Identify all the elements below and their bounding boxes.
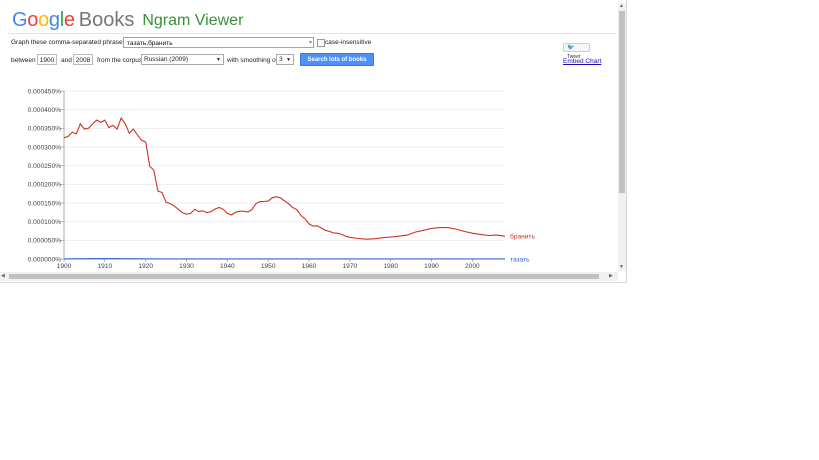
y-tick-label: 0.000450% [28, 88, 62, 95]
corpus-select[interactable]: Russian (2009) ▼ [141, 54, 224, 65]
smoothing-value: 3 [279, 56, 283, 63]
x-tick-label: 2000 [465, 263, 480, 270]
series-label-тазать[interactable]: тазать [510, 256, 530, 263]
scroll-right-icon[interactable]: ▶ [609, 273, 613, 279]
books-logo-text: Books [78, 9, 135, 31]
y-tick-label: 0.000200% [28, 182, 62, 189]
tweet-label: Tweet [567, 54, 581, 60]
logo-letter: e [63, 9, 75, 31]
start-year-input[interactable]: 1900 [37, 54, 57, 65]
series-line-бранить[interactable] [63, 116, 506, 240]
y-tick-label: 0.000050% [28, 238, 62, 245]
logo-letter: o [27, 9, 39, 31]
case-insensitive-label: case-insensitive [325, 39, 372, 46]
chevron-down-icon: ▼ [286, 57, 291, 63]
logo-letter: g [48, 9, 60, 31]
y-tick-label: 0.000300% [28, 144, 62, 151]
smoothing-select[interactable]: 3 ▼ [276, 54, 294, 65]
phrases-input[interactable]: тазать,бранить ▾ [123, 37, 314, 48]
logo-letter: G [12, 9, 28, 31]
x-tick-label: 1920 [138, 263, 153, 270]
tweet-button[interactable]: 🐦 Tweet [563, 43, 590, 60]
horizontal-scroll-thumb[interactable] [9, 274, 599, 279]
x-tick-label: 1940 [220, 263, 235, 270]
browser-viewport: Google Books Ngram Viewer Graph these comm… [0, 0, 627, 283]
y-tick-label: 0.000400% [28, 107, 62, 114]
x-tick-label: 1970 [342, 263, 357, 270]
phrases-value: тазать,бранить [127, 40, 173, 47]
google-logo-text: Google [12, 9, 75, 31]
case-insensitive-checkbox[interactable] [317, 39, 325, 47]
y-tick-label: 0.000100% [28, 219, 62, 226]
ngram-chart: 0.000000% 0.000050% 0.000100% 0.000150% 0.00… [28, 88, 536, 270]
corpus-label: from the corpus [97, 57, 143, 64]
smoothing-label: with smoothing of [227, 57, 278, 64]
google-books-logo[interactable]: Google Books Ngram Viewer [12, 9, 243, 33]
chevron-down-icon: ▼ [216, 57, 221, 63]
logo-letter: o [38, 9, 49, 31]
y-tick-label: 0.000350% [28, 126, 62, 133]
y-tick-label: 0.000250% [28, 163, 62, 170]
vertical-scroll-thumb[interactable] [619, 11, 625, 193]
series-label-бранить[interactable]: бранить [510, 233, 535, 241]
app-title: Ngram Viewer [142, 12, 244, 29]
search-button[interactable]: Search lots of books [300, 53, 374, 66]
x-tick-label: 1990 [424, 263, 439, 270]
x-tick-label: 1950 [261, 263, 276, 270]
and-label: and [61, 57, 72, 64]
x-tick-label: 1900 [57, 263, 72, 270]
y-tick-label: 0.000150% [28, 200, 62, 207]
corpus-value: Russian (2009) [144, 56, 189, 63]
header-divider [8, 33, 616, 34]
phrases-dropdown-icon[interactable]: ▾ [308, 40, 312, 46]
x-tick-label: 1980 [383, 263, 398, 270]
horizontal-scrollbar[interactable]: ◀ ▶ [0, 272, 618, 281]
twitter-bird-icon: 🐦 [567, 45, 575, 51]
end-year-input[interactable]: 2008 [73, 54, 93, 65]
scroll-up-icon[interactable]: ▲ [619, 3, 624, 9]
scroll-down-icon[interactable]: ▼ [619, 264, 624, 270]
vertical-scrollbar[interactable]: ▲ ▼ [618, 3, 626, 271]
embed-chart-link[interactable]: Embed Chart [563, 58, 602, 65]
x-tick-label: 1910 [97, 263, 112, 270]
x-tick-label: 1960 [302, 263, 317, 270]
logo-letter: l [59, 9, 64, 31]
y-tick-label: 0.000000% [28, 256, 62, 263]
between-label: between [11, 57, 36, 64]
scroll-left-icon[interactable]: ◀ [1, 273, 5, 279]
x-tick-label: 1930 [179, 263, 194, 270]
phrases-label: Graph these comma-separated phrases: [11, 39, 128, 46]
